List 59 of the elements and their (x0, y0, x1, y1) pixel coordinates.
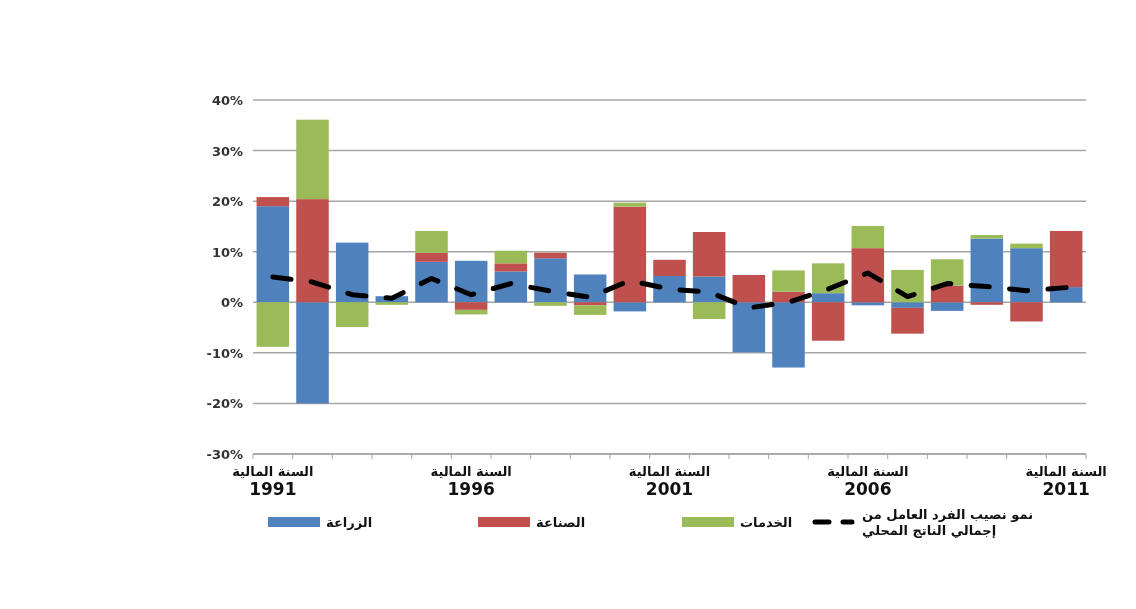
bar (891, 307, 924, 334)
bar (256, 302, 290, 347)
bar (851, 302, 885, 306)
bar (375, 302, 409, 305)
bar (772, 270, 805, 292)
bar (534, 258, 567, 303)
bar (494, 263, 528, 272)
bar (811, 293, 845, 303)
bar (296, 119, 329, 200)
bar (851, 225, 885, 249)
bar (930, 302, 964, 311)
bar (732, 274, 766, 303)
bar (534, 252, 567, 259)
bar (494, 271, 528, 303)
bar (494, 250, 528, 264)
bar (296, 302, 329, 404)
bar (256, 197, 290, 207)
bar (692, 302, 726, 319)
bar (613, 202, 647, 207)
bar (1049, 230, 1083, 288)
y-tick-label: 0% (220, 295, 243, 311)
bar (970, 302, 1004, 305)
legend-label: الزراعة (326, 515, 373, 530)
y-tick-label: 20% (211, 194, 243, 210)
bar (415, 261, 448, 303)
bar (335, 242, 369, 303)
y-tick-label: 10% (211, 244, 243, 260)
legend-label: الصناعة (536, 515, 586, 530)
bar (573, 305, 607, 315)
bar (970, 238, 1004, 303)
bar (573, 302, 607, 306)
bar (851, 248, 885, 303)
bar (811, 302, 845, 341)
y-tick-label: -30% (206, 447, 243, 462)
bar (415, 252, 448, 262)
bar (891, 302, 924, 308)
bar (653, 259, 686, 276)
legend-label: الخدمات (740, 515, 793, 530)
bar (692, 231, 726, 277)
bar (415, 230, 448, 253)
legend-label: نمو نصيب الفرد العامل من إجمالي الناتج المحلي (862, 507, 1034, 538)
bar (296, 199, 329, 303)
y-tick-label: -20% (206, 396, 243, 412)
bar (970, 235, 1004, 239)
bar (772, 302, 805, 368)
bar (613, 302, 647, 312)
bar (732, 302, 766, 353)
bar (1010, 302, 1043, 322)
y-tick-label: -10% (206, 345, 243, 361)
bar (930, 259, 964, 286)
y-tick-label: 40% (211, 93, 243, 108)
bar (534, 302, 567, 306)
bar (653, 275, 686, 303)
y-tick-label: 30% (211, 143, 243, 159)
bar (1010, 248, 1043, 303)
bar (454, 302, 488, 310)
bar (613, 206, 647, 303)
bar (256, 206, 290, 303)
bar (335, 302, 369, 328)
